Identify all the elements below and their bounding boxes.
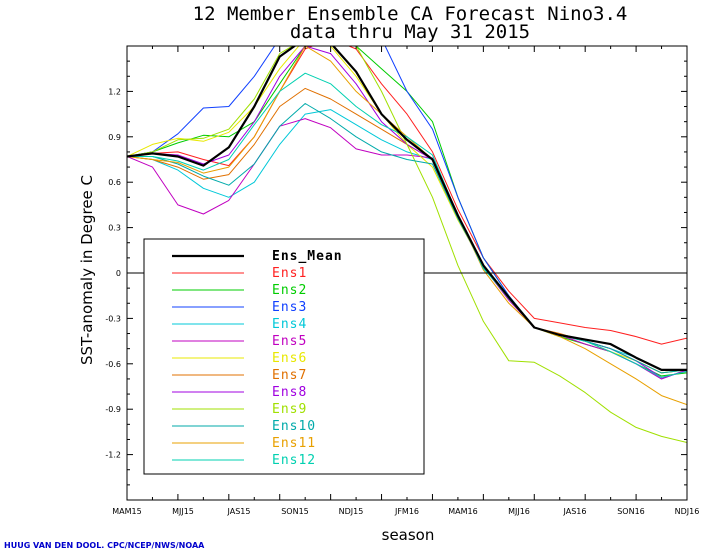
x-tick-label: MJJ16: [508, 507, 530, 516]
x-axis-label: season: [382, 526, 435, 544]
x-tick-label: NDJ16: [675, 507, 700, 516]
legend-label: Ens7: [272, 368, 307, 383]
x-tick-label: MAM16: [448, 507, 477, 516]
y-tick-label: -0.6: [105, 360, 121, 369]
legend: Ens_Mean Ens1 Ens2 Ens3 Ens4 Ens5 Ens6 Ens7 Ens8…: [143, 238, 425, 475]
legend-label: Ens2: [272, 283, 307, 298]
y-tick-label: 1.2: [108, 87, 121, 96]
y-tick-label: -0.3: [105, 314, 121, 323]
x-tick-label: JFM16: [394, 507, 419, 516]
y-tick-label: 0: [116, 269, 121, 278]
chart-title: 12 Member Ensemble CA Forecast Nino3.4: [193, 3, 628, 25]
y-tick-label: 0.3: [108, 224, 121, 233]
series-line-ens9: [127, 46, 687, 443]
x-tick-label: SON16: [617, 507, 645, 516]
legend-label: Ens8: [272, 385, 307, 400]
y-tick-label: -1.2: [105, 451, 121, 460]
series-line-ens-mean: [127, 46, 687, 371]
legend-label: Ens3: [272, 300, 307, 315]
series-line-ens12: [127, 72, 687, 378]
legend-label: Ens1: [272, 266, 307, 281]
y-axis-label: SST-anomaly in Degree C: [78, 175, 96, 365]
x-tick-label: NDJ15: [339, 507, 364, 516]
legend-label: Ens10: [272, 419, 316, 434]
credit-text: HUUG VAN DEN DOOL. CPC/NCEP/NWS/NOAA: [4, 541, 205, 550]
legend-label: Ens11: [272, 436, 316, 451]
legend-label: Ens6: [272, 351, 307, 366]
x-tick-label: MJJ15: [172, 507, 194, 516]
legend-label: Ens5: [272, 334, 307, 349]
legend-label: Ens9: [272, 402, 307, 417]
y-tick-label: -0.9: [105, 405, 121, 414]
y-tick-label: 0.9: [108, 133, 121, 142]
x-tick-label: JAS15: [227, 507, 251, 516]
legend-box: [143, 238, 425, 475]
x-axis: MAM15 MJJ15 JAS15 SON15 NDJ15 JFM16 MAM16 MJJ16…: [112, 46, 699, 516]
x-tick-label: MAM15: [112, 507, 141, 516]
series-line-ens5: [127, 118, 687, 380]
legend-label: Ens4: [272, 317, 307, 332]
y-tick-label: 0.6: [108, 178, 121, 187]
chart-subtitle: data thru May 31 2015: [290, 21, 530, 43]
legend-label: Ens_Mean: [272, 249, 343, 264]
y-axis: 1.2 0.9 0.6 0.3 0 -0.3 -0.6 -0.9 -1.2: [105, 45, 687, 501]
series-lines: [127, 46, 687, 443]
x-tick-label: JAS16: [563, 507, 587, 516]
legend-label: Ens12: [272, 453, 316, 468]
series-line-ens10: [127, 103, 687, 374]
x-tick-label: SON15: [281, 507, 309, 516]
